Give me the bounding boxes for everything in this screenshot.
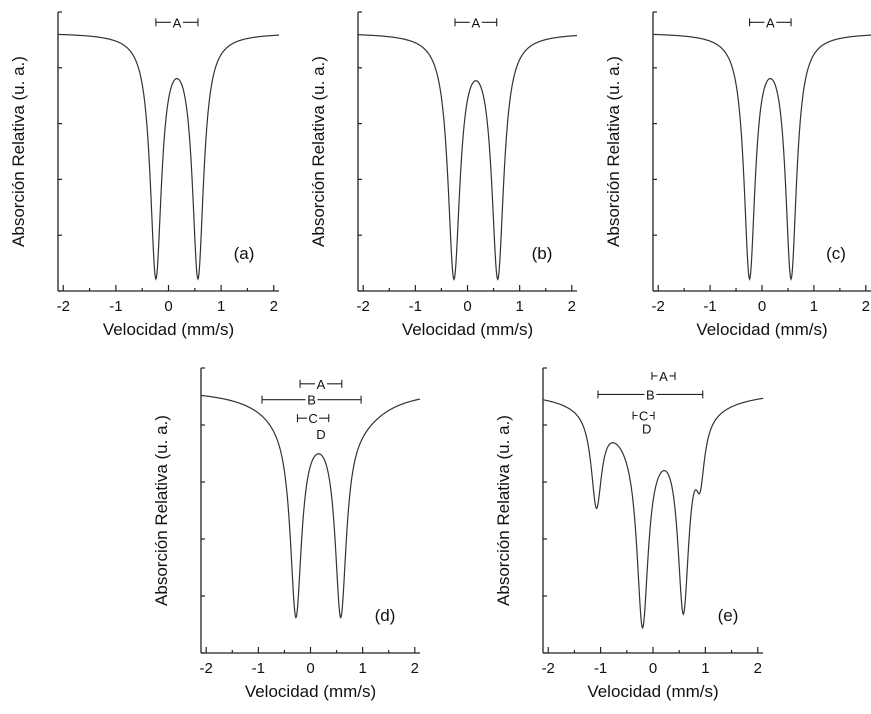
panel-label-e: (e): [718, 606, 739, 625]
x-tick-label-b-3: 1: [515, 298, 523, 315]
spectrum-curve-a-0: [57, 33, 280, 281]
x-tick-label-a-4: 2: [270, 298, 278, 315]
x-tick-label-d-1: -1: [252, 660, 265, 677]
y-axis-title-c: Absorción Relativa (u. a.): [604, 56, 623, 247]
panel-e: -2 -1 0 1 2 Velocidad (mm/s) Absorción Relativ…: [494, 367, 764, 701]
component-label-bg-e-A: [657, 367, 670, 384]
component-label-bg-d-A: [314, 375, 327, 392]
x-tick-label-a-3: 1: [217, 298, 225, 315]
component-label-e-B: B: [646, 387, 655, 402]
component-label-a-A: A: [173, 15, 182, 30]
component-label-d-C: C: [308, 411, 317, 426]
x-tick-label-e-1: -1: [594, 660, 607, 677]
panel-label-d: (d): [375, 606, 396, 625]
x-tick-label-a-2: 0: [164, 298, 172, 315]
component-label-d-D: D: [316, 427, 325, 442]
component-label-bg-e-D: [640, 420, 653, 437]
x-axis-title-a: Velocidad (mm/s): [103, 320, 234, 339]
panel-label-a: (a): [234, 244, 255, 263]
x-tick-label-d-3: 1: [358, 660, 366, 677]
component-label-c-A: A: [766, 15, 775, 30]
x-axis-title-e: Velocidad (mm/s): [587, 682, 718, 701]
component-label-e-A: A: [659, 369, 668, 384]
panel-a: -2 -1 0 1 2 Velocidad (mm/s) Absorción Relativ…: [9, 11, 280, 339]
component-label-b-A: A: [472, 15, 481, 30]
x-tick-label-d-2: 0: [306, 660, 314, 677]
x-tick-label-b-2: 0: [463, 298, 471, 315]
panel-d: -2 -1 0 1 2 Velocidad (mm/s) Absorción Relativ…: [152, 367, 421, 701]
panel-c: -2 -1 0 1 2 Velocidad (mm/s) Absorción Relativ…: [604, 11, 871, 339]
x-tick-label-e-2: 0: [649, 660, 657, 677]
x-tick-label-a-1: -1: [109, 298, 122, 315]
x-tick-label-d-4: 2: [411, 660, 419, 677]
x-tick-label-d-0: -2: [200, 660, 213, 677]
y-axis-title-e: Absorción Relativa (u. a.): [494, 415, 513, 606]
x-tick-label-b-0: -2: [357, 298, 370, 315]
x-axis-title-b: Velocidad (mm/s): [402, 320, 533, 339]
component-label-bg-d-B: [305, 391, 318, 408]
panel-label-c: (c): [826, 244, 846, 263]
x-tick-label-e-0: -2: [542, 660, 555, 677]
x-tick-label-c-4: 2: [862, 298, 870, 315]
spectrum-curve-d-0: [200, 394, 421, 620]
x-tick-label-b-4: 2: [568, 298, 576, 315]
x-axis-title-c: Velocidad (mm/s): [696, 320, 827, 339]
x-tick-label-c-0: -2: [652, 298, 665, 315]
component-label-bg-e-C: [637, 407, 650, 424]
component-label-d-B: B: [307, 393, 316, 408]
x-tick-label-c-3: 1: [810, 298, 818, 315]
x-tick-label-c-2: 0: [758, 298, 766, 315]
panel-b: -2 -1 0 1 2 Velocidad (mm/s) Absorción Relativ…: [309, 11, 578, 339]
component-label-bg-e-B: [644, 386, 657, 403]
component-label-bg-a-A: [170, 14, 183, 31]
component-label-d-A: A: [317, 377, 326, 392]
component-label-bg-c-A: [764, 14, 777, 31]
y-axis-title-a: Absorción Relativa (u. a.): [9, 56, 28, 247]
x-tick-label-b-1: -1: [409, 298, 422, 315]
component-label-e-C: C: [639, 409, 648, 424]
y-axis-title-d: Absorción Relativa (u. a.): [152, 415, 171, 606]
x-tick-label-c-1: -1: [703, 298, 716, 315]
y-axis-title-b: Absorción Relativa (u. a.): [309, 56, 328, 247]
component-label-e-D: D: [642, 422, 651, 437]
component-label-bg-d-C: [307, 410, 320, 427]
panel-label-b: (b): [532, 244, 553, 263]
spectrum-curve-b-0: [357, 34, 578, 281]
x-tick-label-a-0: -2: [57, 298, 70, 315]
component-label-bg-b-A: [469, 14, 482, 31]
spectrum-curve-e-0: [542, 397, 764, 630]
x-tick-label-e-4: 2: [754, 660, 762, 677]
x-tick-label-e-3: 1: [701, 660, 709, 677]
component-label-bg-d-D: [314, 425, 327, 442]
x-axis-title-d: Velocidad (mm/s): [245, 682, 376, 701]
spectrum-curve-c-0: [652, 33, 871, 281]
